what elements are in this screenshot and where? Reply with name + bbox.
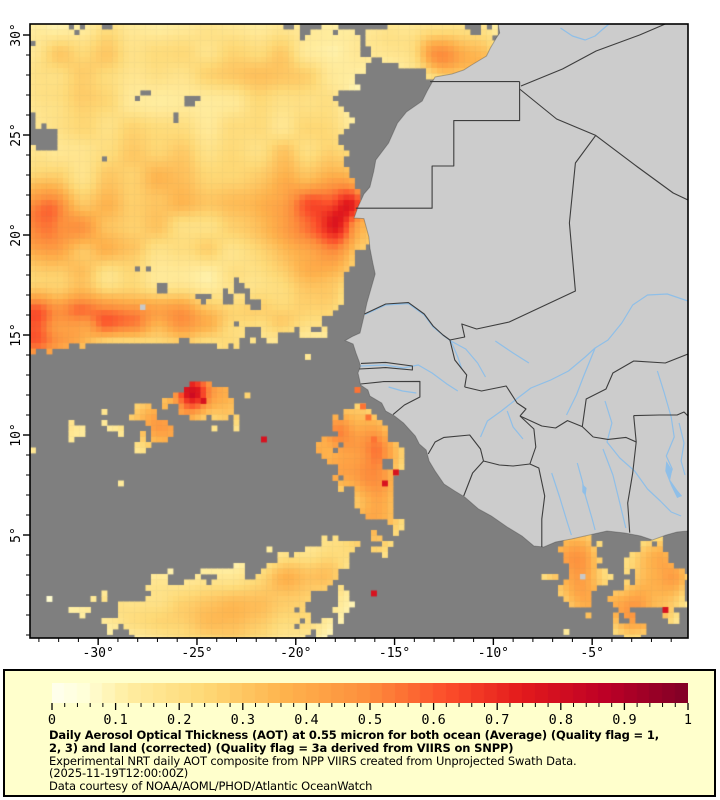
colorbar-tick-label: 0: [48, 712, 56, 728]
colorbar-tick-label: 0.9: [612, 712, 636, 728]
country-border-line: [519, 415, 594, 438]
country-border-line: [360, 380, 421, 416]
lon-tick-label: -30°: [83, 646, 114, 661]
lake-polygon: [665, 461, 683, 498]
river-line: [479, 293, 688, 438]
lat-tick-label: 20°: [9, 223, 24, 246]
map-overlay: -30° -25° -20° -15° -10° -5° 30° 25° 20° 15° 10° 5°: [9, 23, 689, 661]
river-line: [494, 340, 530, 364]
land-polygon: [344, 24, 688, 548]
river-line: [450, 340, 463, 370]
colorbar-tick-label: 0.5: [358, 712, 382, 728]
colorbar-tick-label: 0.7: [485, 712, 509, 728]
country-border-line: [359, 361, 413, 371]
legend-caption: Daily Aerosol Optical Thickness (AOT) at…: [49, 729, 702, 793]
country-border-line: [633, 411, 688, 417]
caption-line-courtesy: Data courtesy of NOAA/AOML/PHOD/Atlantic…: [49, 779, 373, 794]
caption-line-experimental: Experimental NRT daily AOT composite fro…: [49, 753, 577, 768]
country-border-line: [464, 385, 527, 417]
colorbar-tick-label: 0.8: [549, 712, 573, 728]
country-border-line: [519, 415, 537, 465]
river-line: [604, 400, 682, 517]
country-border-line: [449, 339, 468, 388]
lat-tick-label: 10°: [9, 423, 24, 446]
river-line: [388, 386, 417, 394]
river-line: [551, 472, 572, 536]
lat-tick-label: 30°: [9, 23, 24, 46]
lat-tick-label: 5°: [9, 527, 24, 543]
country-border-line: [355, 81, 521, 209]
colorbar-tick-label: 0.4: [294, 712, 318, 728]
country-border-line: [529, 463, 546, 547]
colorbar-tick-label: 0.1: [103, 712, 127, 728]
colorbar-ticks: 0 0.1 0.2 0.3 0.4 0.5 0.6 0.7 0.8 0.9 1: [48, 703, 692, 728]
caption-line-timestamp: (2025-11-19T12:00:00Z): [49, 766, 189, 781]
country-border-line: [520, 24, 666, 87]
river-line: [656, 370, 675, 480]
river-line: [565, 347, 596, 416]
river-line: [360, 364, 459, 392]
country-border-line: [483, 460, 530, 467]
country-border-line: [627, 415, 637, 533]
lon-tick-label: -25°: [181, 646, 212, 661]
river-line: [602, 448, 627, 529]
river-line: [506, 410, 524, 440]
legend-panel: 0 0.1 0.2 0.3 0.4 0.5 0.6 0.7 0.8 0.9 1 Daily Aero…: [3, 669, 716, 797]
axis-ticks: [23, 34, 672, 645]
lat-tick-label: 15°: [9, 323, 24, 346]
map-geography: [344, 24, 688, 548]
country-border-line: [593, 436, 637, 443]
colorbar-tick-label: 0.3: [231, 712, 255, 728]
lon-tick-label: -20°: [280, 646, 311, 661]
country-border-line: [449, 135, 597, 341]
axis-labels: -30° -25° -20° -15° -10° -5° 30° 25° 20° 15° 10° 5°: [9, 23, 604, 661]
caption-title-line1: Daily Aerosol Optical Thickness (AOT) at…: [49, 728, 659, 742]
colorbar-tick-label: 0.6: [421, 712, 445, 728]
lat-tick-label: 25°: [9, 123, 24, 146]
country-border-line: [581, 353, 688, 427]
country-border-line: [427, 434, 485, 462]
map-frame: [29, 23, 689, 639]
colorbar: [52, 683, 688, 703]
country-border-line: [519, 88, 688, 201]
river-line: [678, 422, 686, 476]
lon-tick-label: -15°: [379, 646, 410, 661]
colorbar-tick-label: 1: [684, 712, 692, 728]
caption-title-line2: 2, 3) and land (corrected) (Quality flag…: [49, 740, 514, 755]
river-line: [560, 24, 610, 41]
colorbar-tick-label: 0.2: [167, 712, 191, 728]
lon-tick-label: -10°: [478, 646, 509, 661]
river-line: [576, 462, 596, 531]
country-border-line: [463, 460, 484, 497]
lon-tick-label: -5°: [580, 646, 603, 661]
country-border-line: [364, 302, 451, 341]
